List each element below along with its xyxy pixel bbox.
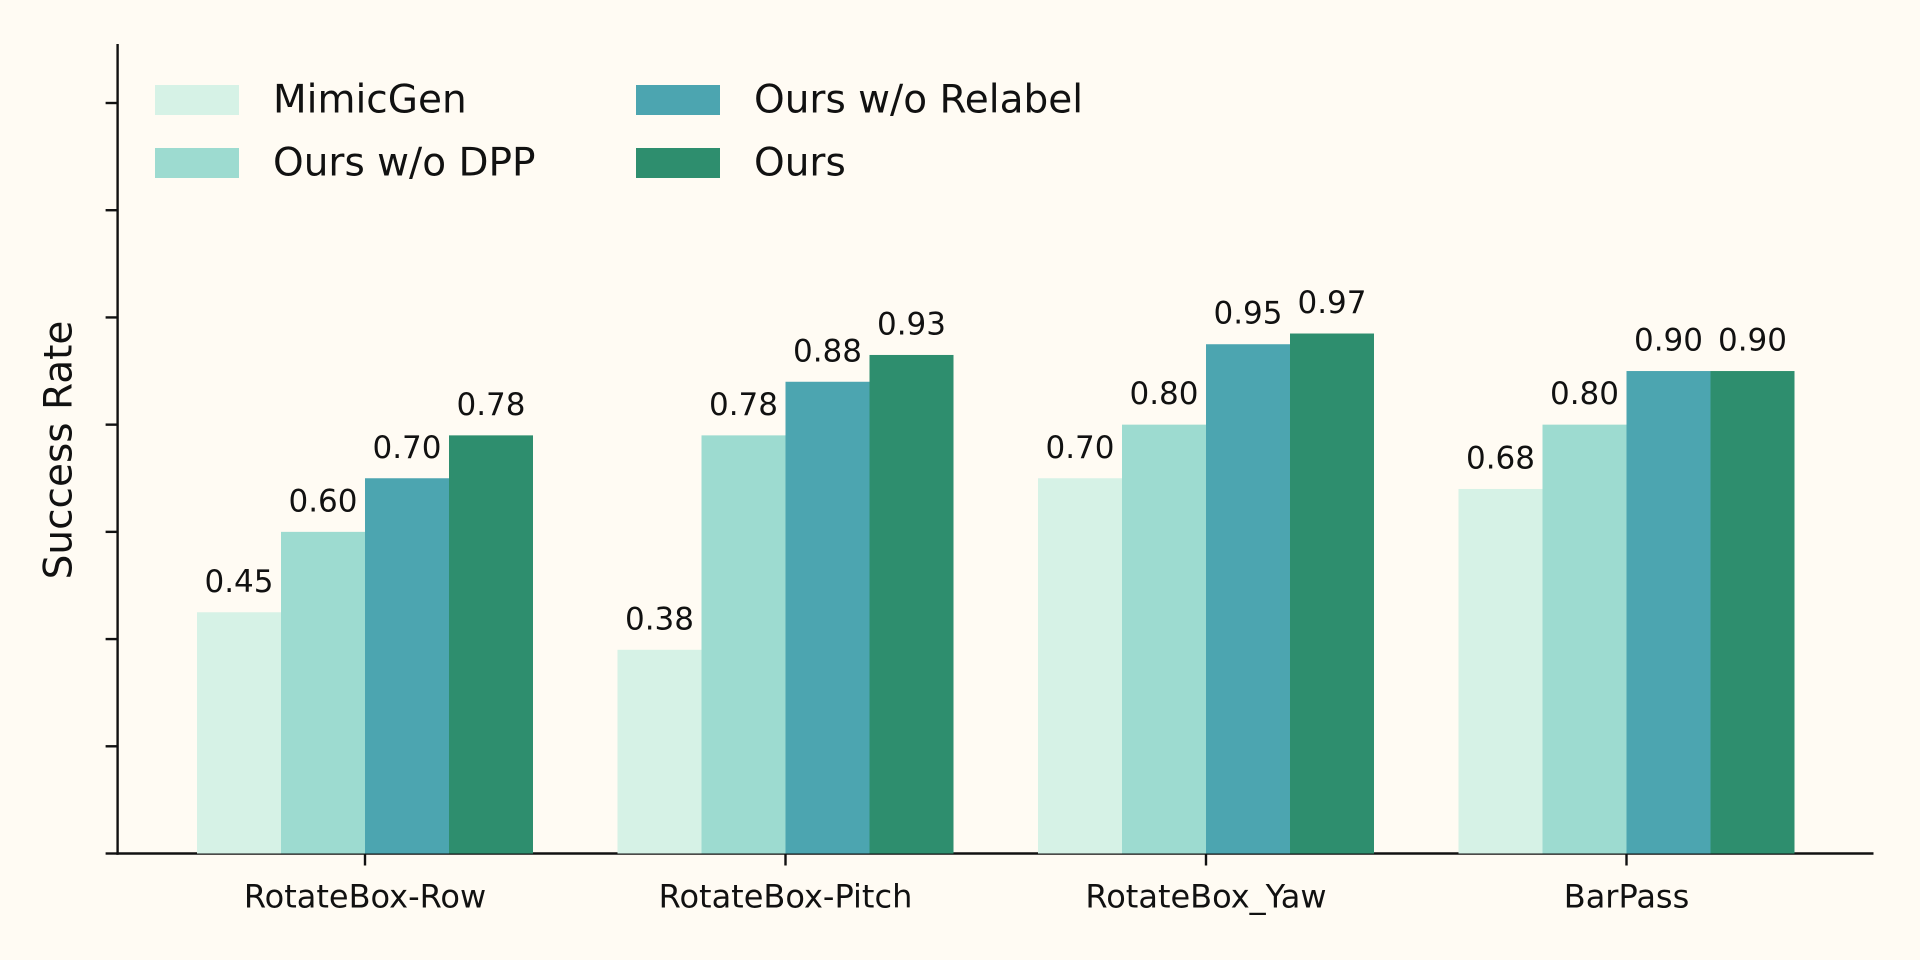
- x-tick-label: RotateBox-Row: [244, 878, 486, 916]
- bar: [1038, 478, 1122, 854]
- value-label: 0.90: [1634, 323, 1703, 359]
- bar: [365, 478, 449, 854]
- bar: [617, 649, 702, 854]
- value-label: 0.70: [372, 430, 441, 466]
- value-label: 0.38: [625, 601, 694, 637]
- value-label: 0.93: [877, 306, 946, 342]
- value-label: 0.60: [288, 483, 357, 519]
- legend-swatch: [155, 85, 239, 115]
- value-label: 0.88: [793, 333, 862, 369]
- bar: [1206, 344, 1290, 854]
- value-label: 0.70: [1045, 430, 1114, 466]
- legend-label: Ours: [754, 141, 846, 186]
- bar: [701, 435, 786, 854]
- legend-label: Ours w/o DPP: [273, 141, 536, 186]
- legend-label: Ours w/o Relabel: [754, 78, 1083, 123]
- bar: [281, 531, 365, 854]
- value-label: 0.97: [1297, 285, 1366, 321]
- value-label: 0.80: [1550, 376, 1619, 412]
- legend-swatch: [636, 148, 720, 178]
- legend-swatch: [636, 85, 720, 115]
- value-label: 0.45: [204, 564, 273, 600]
- value-label: 0.95: [1213, 296, 1282, 332]
- legend-label: MimicGen: [273, 78, 467, 123]
- bar: [449, 435, 533, 854]
- bar: [1290, 333, 1374, 854]
- x-tick-label: BarPass: [1564, 878, 1690, 916]
- x-tick-label: RotateBox_Yaw: [1085, 878, 1326, 916]
- value-label: 0.78: [709, 387, 778, 423]
- bar: [1626, 371, 1711, 854]
- value-label: 0.80: [1129, 376, 1198, 412]
- bar: [785, 381, 870, 854]
- y-axis-label: Success Rate: [37, 321, 82, 580]
- bar: [1542, 424, 1627, 854]
- value-label: 0.90: [1718, 323, 1787, 359]
- bar: [1122, 424, 1206, 854]
- x-tick-label: RotateBox-Pitch: [659, 878, 913, 916]
- bar: [197, 612, 281, 854]
- bar: [1710, 371, 1795, 854]
- value-label: 0.68: [1466, 440, 1535, 476]
- bar: [1458, 488, 1543, 854]
- legend-swatch: [155, 148, 239, 178]
- bar: [869, 354, 954, 854]
- value-label: 0.78: [456, 387, 525, 423]
